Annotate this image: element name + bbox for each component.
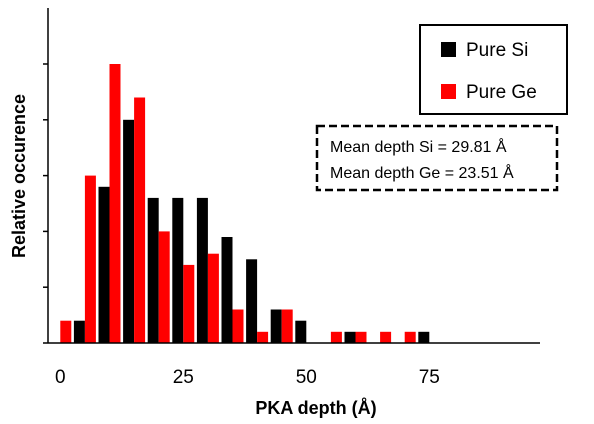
legend-swatch-pure-ge [441, 84, 456, 99]
bar-pure-ge-25 [183, 264, 195, 343]
x-tick-label: 25 [173, 367, 194, 388]
x-tick-label: 0 [55, 367, 66, 388]
bar-pure-si-20 [147, 197, 159, 343]
annotation-mean-si: Mean depth Si = 29.81 Å [330, 137, 507, 156]
bar-pure-si-15 [123, 119, 135, 343]
bar-pure-ge-55 [330, 331, 342, 343]
bar-pure-ge-45 [281, 309, 293, 343]
bar-pure-ge-0 [60, 320, 72, 343]
x-tick-label: 50 [296, 367, 317, 388]
bar-pure-ge-15 [134, 97, 146, 343]
x-tick-label: 75 [419, 367, 440, 388]
bar-pure-si-45 [270, 309, 282, 343]
y-axis-title: Relative occurence [9, 94, 29, 258]
bar-pure-si-25 [172, 197, 184, 343]
legend-label-pure-ge: Pure Ge [466, 82, 537, 103]
bar-pure-ge-40 [257, 331, 269, 343]
x-axis-title: PKA depth (Å) [255, 398, 376, 418]
bar-pure-ge-35 [232, 309, 244, 343]
bar-pure-si-30 [196, 197, 208, 343]
bars-layer [60, 64, 430, 343]
bar-pure-si-40 [246, 259, 258, 343]
bar-pure-ge-65 [380, 331, 392, 343]
bar-pure-si-5 [73, 320, 85, 343]
bar-pure-si-50 [295, 320, 307, 343]
bar-pure-ge-60 [355, 331, 367, 343]
legend: Pure Si Pure Ge [419, 24, 568, 115]
legend-box [419, 24, 568, 115]
labels-layer: 0 25 50 75 [55, 367, 440, 388]
legend-label-pure-si: Pure Si [466, 40, 528, 61]
bar-pure-si-60 [344, 331, 356, 343]
bar-pure-si-35 [221, 237, 233, 343]
mean-depth-annotation: Mean depth Si = 29.81 Å Mean depth Ge = … [315, 124, 559, 192]
ticks-layer [43, 63, 48, 344]
annotation-mean-ge: Mean depth Ge = 23.51 Å [330, 163, 514, 182]
legend-swatch-pure-si [441, 42, 456, 57]
bar-pure-ge-5 [84, 175, 96, 343]
bar-pure-ge-10 [109, 64, 121, 343]
bar-pure-si-75 [418, 331, 430, 343]
bar-pure-ge-30 [207, 253, 219, 343]
bar-pure-ge-70 [404, 331, 416, 343]
bar-pure-ge-20 [158, 231, 170, 343]
bar-pure-si-10 [98, 186, 110, 343]
annotation-box [315, 124, 559, 192]
